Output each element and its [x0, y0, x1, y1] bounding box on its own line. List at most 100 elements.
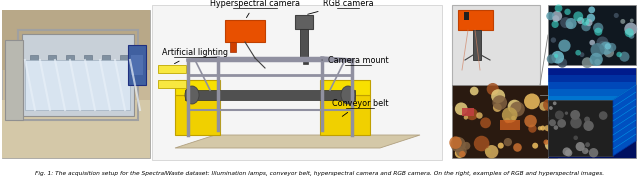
Circle shape — [565, 149, 572, 157]
Circle shape — [591, 43, 604, 57]
Circle shape — [484, 148, 492, 154]
Bar — [548, 82, 636, 89]
Bar — [295, 15, 313, 29]
Text: RGB camera: RGB camera — [308, 0, 373, 14]
Polygon shape — [185, 90, 355, 100]
Circle shape — [595, 28, 602, 36]
Circle shape — [547, 12, 555, 20]
Circle shape — [492, 95, 507, 110]
Circle shape — [628, 33, 634, 39]
Bar — [548, 100, 613, 156]
Bar — [462, 108, 474, 116]
Ellipse shape — [341, 86, 355, 104]
Circle shape — [470, 87, 479, 95]
Circle shape — [630, 19, 634, 22]
Text: Camera mount: Camera mount — [322, 56, 388, 65]
Circle shape — [463, 115, 468, 120]
Bar — [2, 100, 150, 158]
Circle shape — [480, 117, 491, 128]
Circle shape — [587, 14, 595, 22]
Bar — [131, 55, 143, 75]
Circle shape — [455, 148, 464, 158]
Bar — [473, 30, 481, 60]
Circle shape — [552, 11, 562, 21]
Circle shape — [589, 40, 595, 46]
Circle shape — [595, 59, 600, 65]
Circle shape — [524, 93, 540, 109]
Bar — [548, 75, 636, 82]
Circle shape — [564, 111, 568, 115]
Text: Fig. 1: The acquisition setup for the SpectralWaste dataset: Illumination lamps,: Fig. 1: The acquisition setup for the Sp… — [35, 171, 605, 176]
Circle shape — [582, 18, 589, 26]
Circle shape — [581, 22, 591, 31]
Bar — [452, 85, 557, 158]
Bar — [300, 29, 308, 59]
Bar — [303, 59, 308, 64]
Circle shape — [543, 140, 548, 145]
Circle shape — [547, 124, 557, 134]
Circle shape — [498, 143, 504, 149]
Polygon shape — [320, 95, 370, 135]
Circle shape — [566, 18, 577, 29]
Circle shape — [504, 138, 512, 146]
Circle shape — [577, 17, 584, 24]
Circle shape — [555, 4, 563, 12]
Bar — [548, 5, 636, 65]
Bar — [84, 55, 92, 100]
Bar — [152, 5, 442, 160]
Bar — [458, 10, 493, 30]
Polygon shape — [175, 95, 220, 135]
Circle shape — [555, 111, 564, 120]
Circle shape — [584, 121, 594, 131]
Circle shape — [493, 103, 502, 112]
Circle shape — [570, 117, 582, 129]
Circle shape — [585, 142, 590, 147]
Circle shape — [584, 117, 590, 122]
Bar — [230, 42, 236, 52]
Bar — [548, 89, 636, 96]
Circle shape — [582, 148, 588, 154]
Bar — [18, 30, 138, 120]
Circle shape — [451, 137, 466, 152]
Circle shape — [586, 149, 589, 153]
Circle shape — [545, 140, 556, 150]
Circle shape — [563, 147, 571, 156]
Bar — [464, 12, 469, 20]
Circle shape — [560, 17, 571, 28]
Circle shape — [552, 15, 559, 22]
Bar — [5, 40, 23, 120]
Bar — [158, 80, 186, 88]
Circle shape — [598, 41, 607, 49]
Circle shape — [593, 23, 604, 33]
Circle shape — [449, 136, 462, 149]
Polygon shape — [613, 85, 636, 156]
Circle shape — [502, 107, 518, 123]
Bar — [66, 55, 74, 100]
Bar — [120, 55, 128, 100]
Circle shape — [557, 119, 566, 128]
Circle shape — [580, 52, 584, 57]
Circle shape — [620, 52, 630, 62]
Bar — [25, 60, 130, 110]
Circle shape — [455, 102, 468, 115]
Circle shape — [552, 51, 564, 64]
Circle shape — [582, 57, 593, 68]
Polygon shape — [175, 80, 220, 95]
Bar — [102, 55, 110, 100]
Circle shape — [459, 151, 465, 157]
Bar — [548, 110, 636, 117]
Circle shape — [553, 102, 557, 105]
Circle shape — [624, 22, 637, 35]
Circle shape — [573, 136, 578, 140]
Circle shape — [466, 108, 478, 120]
Circle shape — [485, 145, 499, 158]
Circle shape — [508, 100, 522, 113]
Circle shape — [614, 13, 619, 18]
Circle shape — [462, 142, 470, 150]
Circle shape — [575, 50, 581, 55]
Circle shape — [625, 28, 634, 37]
Circle shape — [586, 19, 593, 26]
Circle shape — [573, 11, 583, 21]
Circle shape — [543, 99, 556, 111]
Circle shape — [596, 37, 609, 48]
